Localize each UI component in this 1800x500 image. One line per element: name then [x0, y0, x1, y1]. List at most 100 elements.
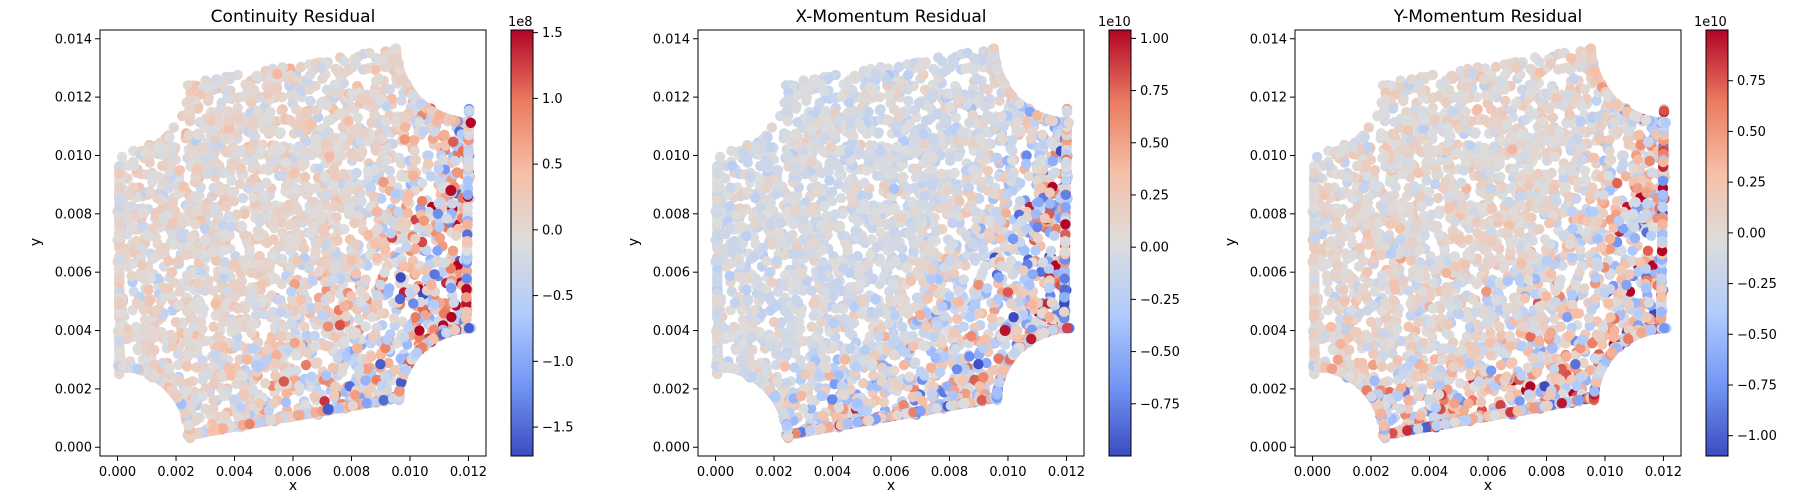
scatter-point — [445, 114, 457, 126]
scatter-point — [240, 303, 251, 315]
scatter-point — [157, 160, 168, 172]
scatter-point — [213, 140, 224, 151]
scatter-point — [714, 151, 726, 163]
scatter-point — [277, 104, 288, 115]
scatter-point — [313, 163, 325, 174]
scatter-point — [306, 227, 317, 239]
scatter-point — [218, 317, 229, 328]
scatter-point — [208, 125, 219, 136]
scatter-point — [163, 183, 174, 194]
scatter-point — [320, 276, 331, 287]
scatter-point — [398, 111, 409, 122]
scatter-point — [432, 208, 444, 219]
scatter-point — [451, 230, 462, 241]
scatter-point — [238, 389, 250, 400]
scatter-point — [1021, 150, 1032, 161]
scatter-point — [384, 165, 396, 176]
scatter-point — [207, 361, 219, 372]
scatter-point — [321, 138, 332, 149]
colorbar-offset-label: 1e8 — [508, 15, 533, 30]
scatter-point — [247, 343, 258, 354]
scatter-point — [114, 194, 125, 205]
scatter-point — [330, 63, 341, 75]
scatter-point — [193, 278, 204, 290]
scatter-point — [137, 354, 148, 365]
scatter-point — [360, 375, 371, 386]
chart-title: X-Momentum Residual — [796, 7, 987, 27]
scatter-point — [210, 310, 221, 321]
scatter-point — [124, 330, 135, 342]
scatter-point — [193, 295, 205, 307]
scatter-point — [171, 391, 182, 402]
scatter-point — [244, 418, 255, 430]
scatter-point — [114, 272, 125, 284]
scatter-point — [325, 114, 336, 126]
scatter-point — [355, 285, 366, 297]
scatter-point — [217, 423, 229, 434]
scatter-point — [275, 331, 287, 342]
scatter-point — [434, 232, 446, 244]
scatter-point — [394, 386, 405, 397]
scatter-point — [741, 284, 752, 296]
scatter-point — [319, 396, 330, 407]
scatter-point-extreme — [445, 184, 457, 196]
scatter-point — [177, 217, 188, 229]
chart-title: Y-Momentum Residual — [1393, 7, 1583, 27]
scatter-point — [879, 203, 890, 214]
scatter-point — [425, 171, 437, 182]
scatter-point — [309, 330, 320, 342]
scatter-point — [219, 257, 231, 268]
scatter-point — [298, 152, 309, 163]
scatter-point — [270, 370, 281, 381]
scatter-point — [394, 293, 406, 305]
scatter-point — [344, 184, 355, 196]
scatter-point — [208, 157, 219, 168]
scatter-point — [235, 178, 246, 190]
scatter-point — [190, 219, 201, 230]
y-tick-label: 0.014 — [55, 32, 92, 47]
scatter-point — [912, 266, 923, 277]
scatter-point — [114, 296, 125, 307]
scatter-point — [254, 251, 265, 262]
scatter-point — [289, 167, 300, 179]
scatter-point — [451, 167, 463, 178]
scatter-point — [243, 80, 254, 91]
scatter-point — [1023, 171, 1035, 182]
scatter-point — [375, 308, 387, 319]
y-tick-label: 0.008 — [55, 207, 92, 222]
scatter-point — [233, 278, 245, 289]
scatter-point — [403, 189, 414, 201]
scatter-point — [418, 215, 430, 226]
scatter-point — [291, 203, 303, 214]
scatter-point — [149, 359, 160, 370]
colorbar-tick-label: 0.0 — [542, 223, 563, 238]
scatter-point — [294, 380, 305, 392]
scatter-point — [295, 61, 307, 73]
scatter-point — [166, 267, 177, 278]
scatter-point — [168, 239, 179, 250]
scatter-point — [463, 323, 475, 334]
scatter-point — [295, 294, 307, 305]
scatter-point — [397, 233, 409, 245]
scatter-point — [173, 255, 184, 266]
scatter-point — [200, 204, 211, 216]
scatter-point — [207, 425, 218, 436]
scatter-point — [313, 235, 325, 246]
scatter-point — [332, 352, 343, 364]
scatter-point — [248, 138, 260, 149]
scatter-point — [449, 155, 460, 167]
scatter-point — [226, 221, 237, 232]
scatter-point — [200, 234, 211, 245]
scatter-point — [371, 252, 383, 263]
scatter-point — [356, 92, 367, 104]
scatter-point — [286, 286, 297, 297]
scatter-point — [305, 95, 316, 107]
scatter-point — [353, 184, 365, 195]
scatter-point — [351, 167, 362, 179]
scatter-point — [261, 177, 272, 188]
scatter-point — [310, 340, 321, 352]
scatter-point — [328, 264, 340, 275]
colorbar-offset-label: 1e10 — [1098, 15, 1131, 30]
scatter-point — [949, 167, 960, 179]
